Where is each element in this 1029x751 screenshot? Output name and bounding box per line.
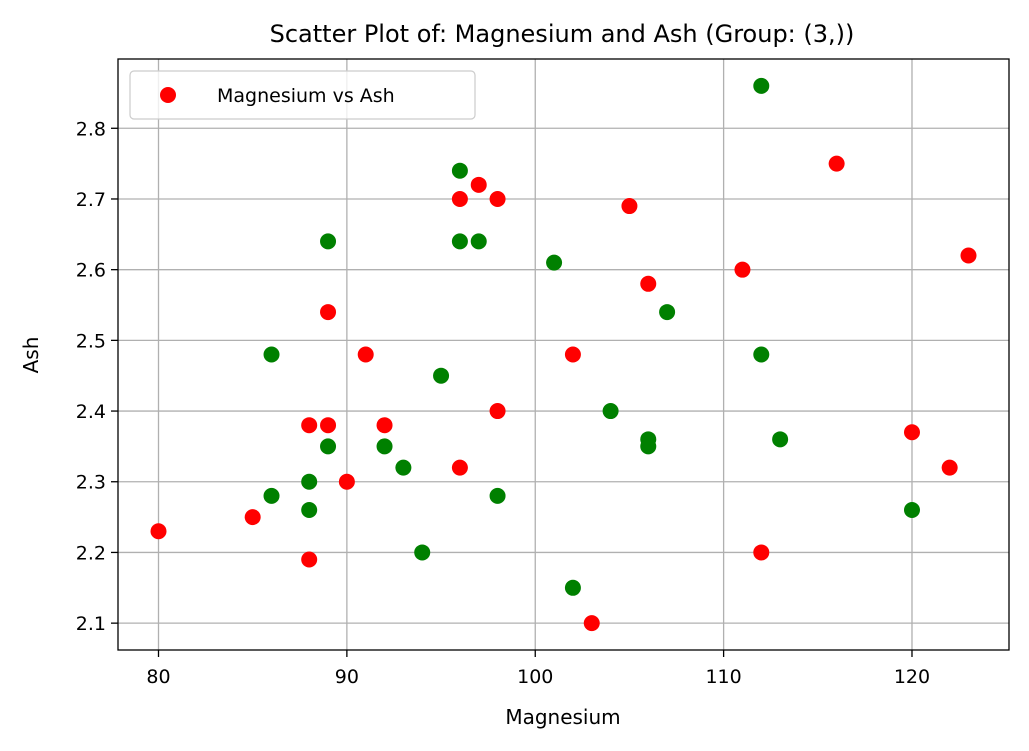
data-point-green xyxy=(489,487,506,504)
x-tick-label: 100 xyxy=(517,666,553,688)
plot-frame xyxy=(117,58,1010,651)
data-point-green xyxy=(320,438,337,455)
data-point-red xyxy=(338,473,355,490)
data-point-green xyxy=(470,233,487,250)
data-point-red xyxy=(470,176,487,193)
data-point-red xyxy=(640,275,657,292)
data-point-green xyxy=(414,544,431,561)
data-point-green xyxy=(395,459,412,476)
x-tick-label: 80 xyxy=(146,666,170,688)
data-point-red xyxy=(828,155,845,172)
data-point-green xyxy=(753,346,770,363)
data-point-green xyxy=(376,438,393,455)
data-point-red xyxy=(564,346,581,363)
data-point-green xyxy=(903,502,920,519)
data-point-red xyxy=(320,304,337,321)
data-point-green xyxy=(433,367,450,384)
data-point-green xyxy=(263,346,280,363)
data-point-red xyxy=(301,417,318,434)
data-point-green xyxy=(301,473,318,490)
data-point-red xyxy=(451,190,468,207)
data-point-red xyxy=(150,523,167,540)
data-point-green xyxy=(753,77,770,94)
data-point-red xyxy=(621,198,638,215)
plot-area xyxy=(118,59,1009,650)
data-point-green xyxy=(301,502,318,519)
data-point-red xyxy=(301,551,318,568)
data-point-red xyxy=(583,615,600,632)
legend-box xyxy=(129,70,476,120)
data-point-red xyxy=(320,417,337,434)
data-point-red xyxy=(489,403,506,420)
data-point-red xyxy=(903,424,920,441)
data-point-green xyxy=(263,487,280,504)
y-tick-label: 2.3 xyxy=(76,472,106,494)
data-point-green xyxy=(564,579,581,596)
chart-title: Scatter Plot of: Magnesium and Ash (Grou… xyxy=(270,20,855,48)
legend: Magnesium vs Ash xyxy=(129,70,476,120)
data-point-green xyxy=(451,233,468,250)
y-tick-label: 2.7 xyxy=(76,189,106,211)
data-point-green xyxy=(640,438,657,455)
axis-ticks: 80 90 100 110 120 2.1 2.2 2.3 2.4 2.5 2.6 2.7 2.8 xyxy=(76,118,930,688)
data-point-red xyxy=(941,459,958,476)
legend-marker xyxy=(160,87,176,103)
x-axis-label: Magnesium xyxy=(505,705,620,729)
data-point-red xyxy=(960,247,977,264)
y-tick-label: 2.8 xyxy=(76,118,106,140)
y-tick-label: 2.5 xyxy=(76,330,106,352)
data-point-red xyxy=(734,261,751,278)
data-point-red xyxy=(376,417,393,434)
data-point-green xyxy=(772,431,789,448)
grid-lines xyxy=(118,59,1009,650)
x-tick-label: 110 xyxy=(705,666,741,688)
data-point-red xyxy=(451,459,468,476)
data-point-green xyxy=(659,304,676,321)
data-point-red xyxy=(244,509,261,526)
legend-label: Magnesium vs Ash xyxy=(217,85,395,107)
data-point-red xyxy=(357,346,374,363)
data-point-green xyxy=(602,403,619,420)
data-point-red xyxy=(489,190,506,207)
data-points xyxy=(150,77,977,632)
data-point-green xyxy=(451,162,468,179)
data-point-green xyxy=(320,233,337,250)
y-tick-label: 2.4 xyxy=(76,401,106,423)
x-tick-label: 90 xyxy=(335,666,359,688)
y-axis-label: Ash xyxy=(19,337,43,374)
data-point-red xyxy=(753,544,770,561)
y-tick-label: 2.6 xyxy=(76,260,106,282)
y-tick-label: 2.1 xyxy=(76,613,106,635)
data-point-green xyxy=(546,254,563,271)
x-tick-label: 120 xyxy=(894,666,930,688)
y-tick-label: 2.2 xyxy=(76,542,106,564)
